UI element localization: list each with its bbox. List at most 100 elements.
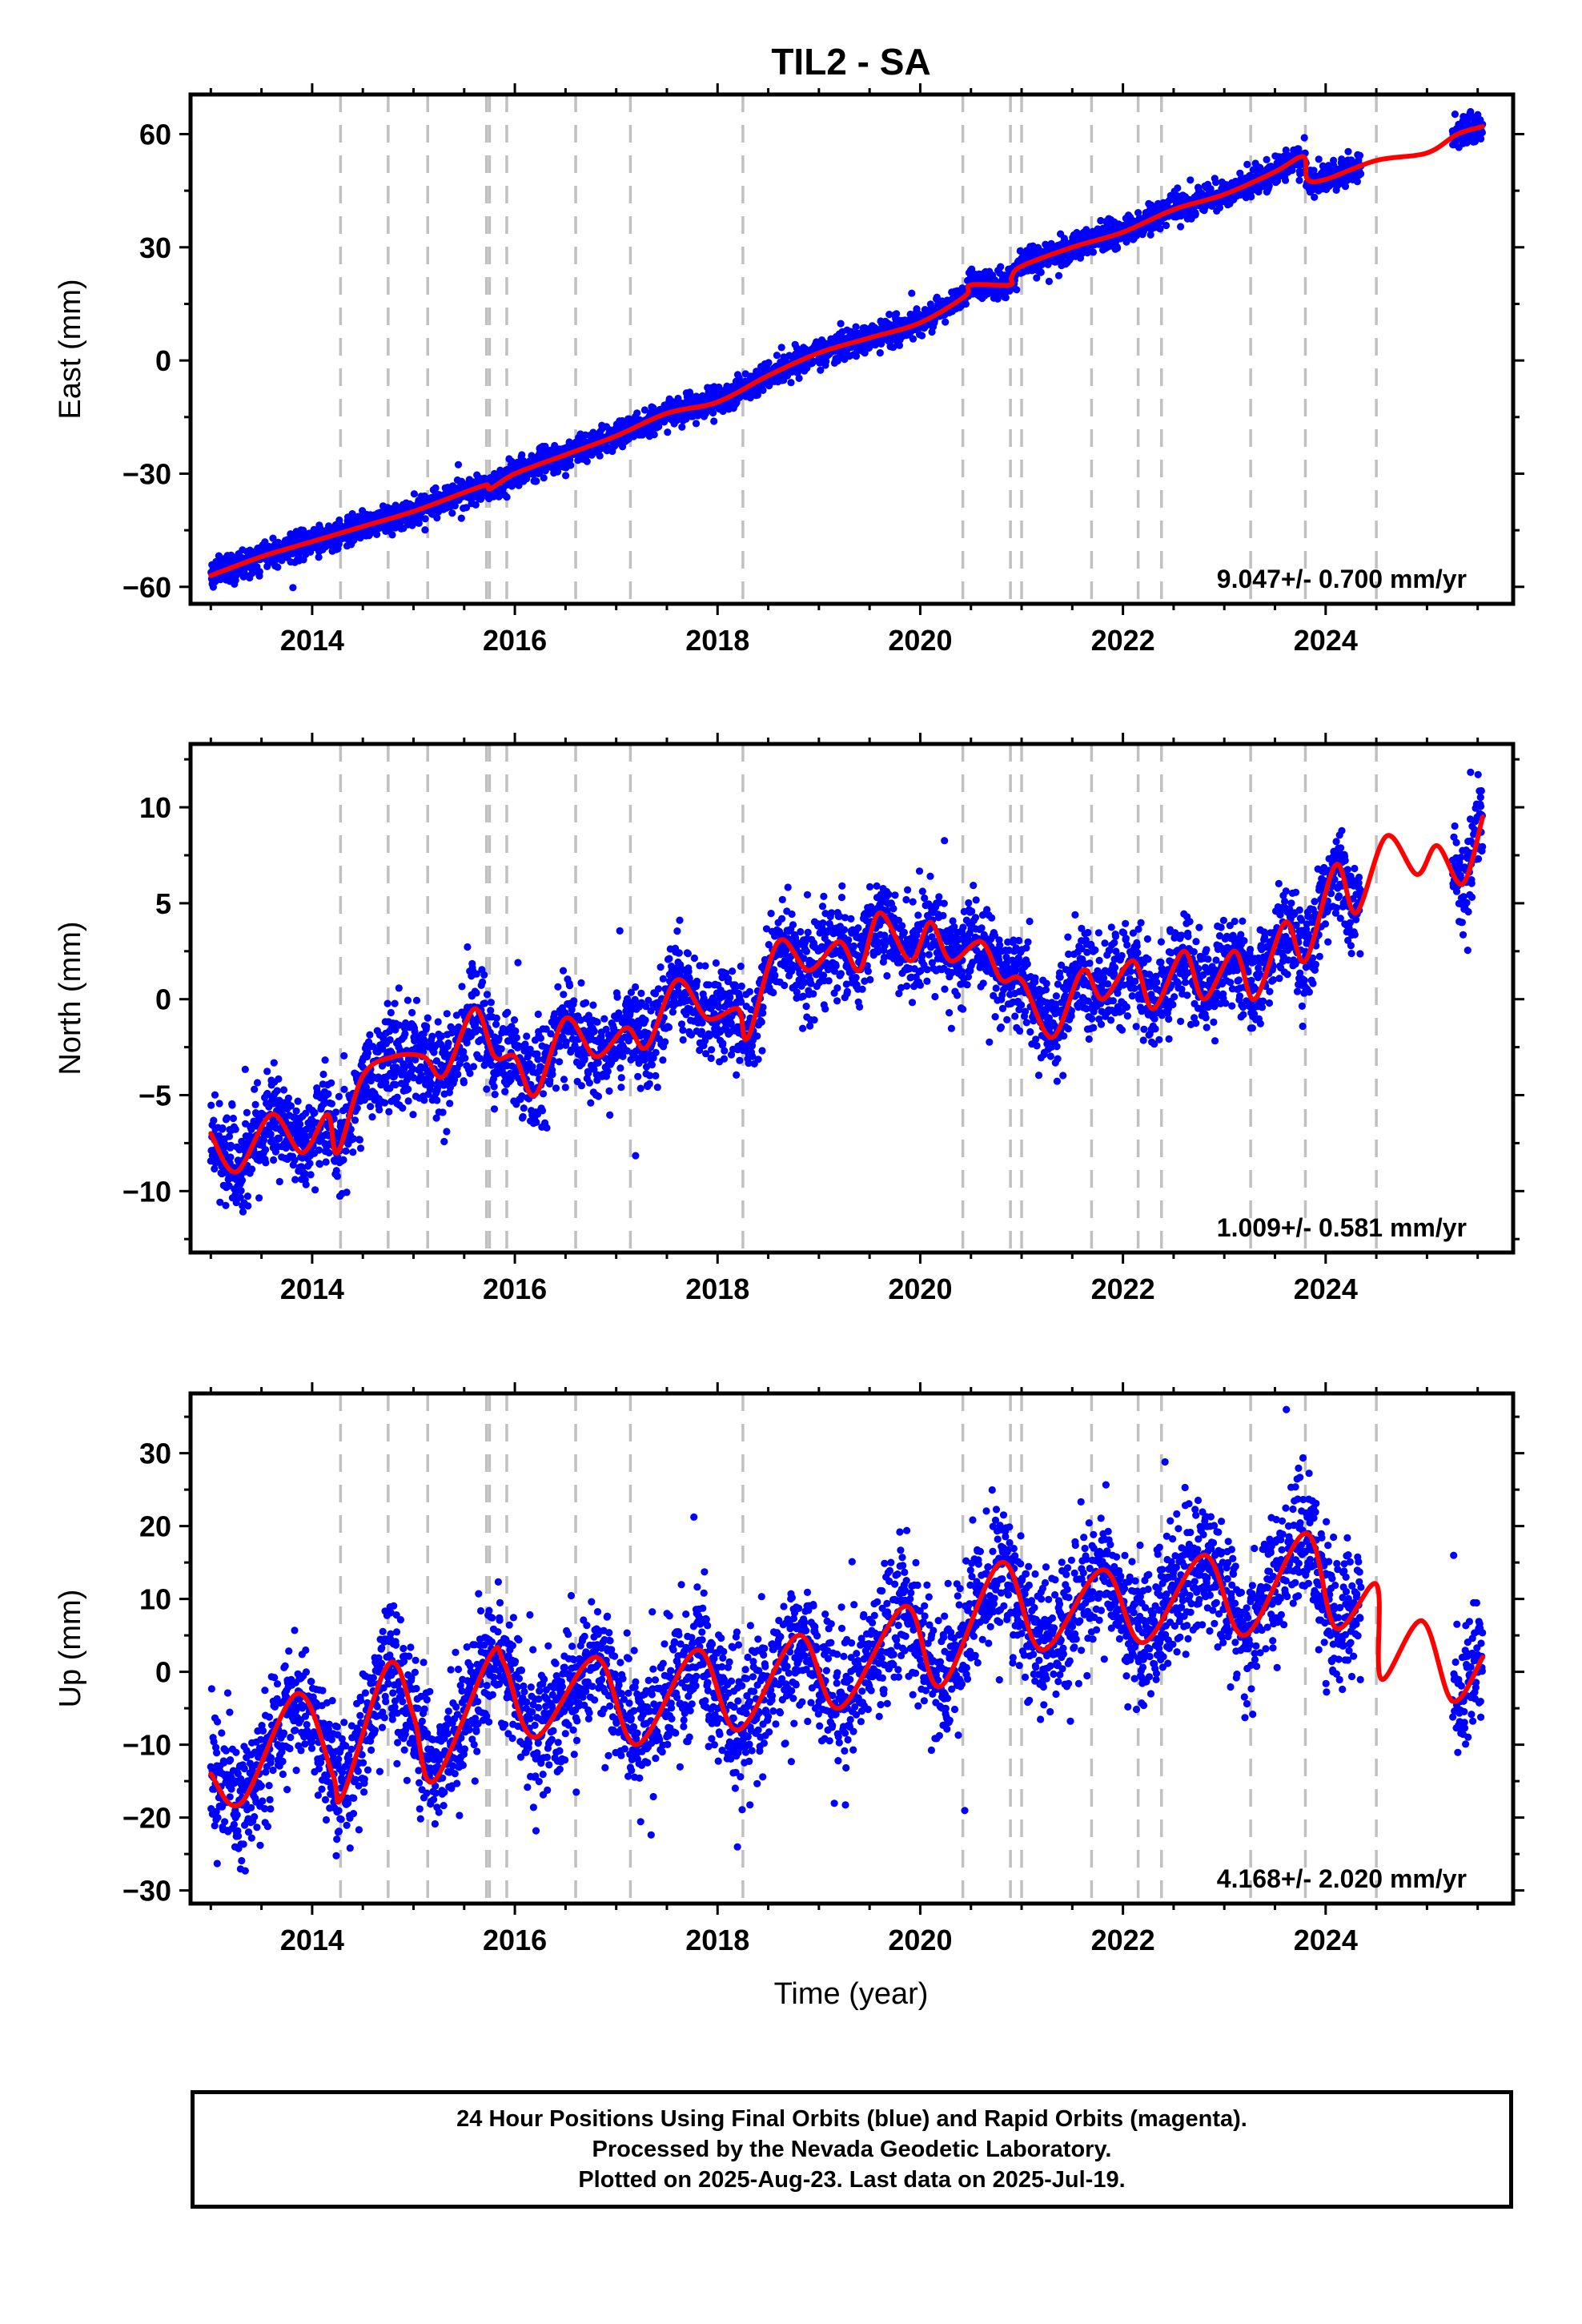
data-point: [443, 1010, 451, 1018]
data-point: [385, 1108, 393, 1116]
data-point: [434, 1018, 442, 1026]
data-point: [325, 1148, 333, 1157]
data-point: [1315, 155, 1323, 163]
y-tick-label: 0: [155, 344, 171, 377]
data-point: [251, 1100, 259, 1108]
data-point: [523, 1032, 531, 1040]
data-point: [1282, 146, 1290, 155]
data-point: [440, 1137, 448, 1146]
data-point: [332, 1167, 340, 1175]
data-point: [1013, 286, 1021, 294]
data-point: [795, 374, 803, 382]
data-point: [1477, 135, 1485, 143]
data-point: [1451, 111, 1459, 119]
data-point: [490, 1105, 499, 1113]
data-point: [401, 1030, 409, 1038]
data-point: [1353, 178, 1361, 186]
data-point: [319, 1070, 327, 1079]
data-point: [454, 460, 463, 468]
data-point: [387, 1008, 395, 1017]
data-point: [421, 526, 429, 534]
y-axis-label-east: East (mm): [54, 279, 87, 419]
data-point: [219, 1124, 227, 1132]
data-point: [583, 457, 591, 465]
data-point: [284, 1094, 292, 1102]
data-point: [269, 534, 277, 542]
data-point: [709, 408, 717, 417]
data-point: [368, 1113, 376, 1121]
data-point: [1243, 160, 1251, 168]
data-point: [225, 1182, 233, 1190]
data-point: [279, 1086, 288, 1094]
data-point: [490, 1083, 498, 1091]
data-point: [1156, 225, 1164, 233]
data-point: [567, 461, 575, 469]
data-point: [469, 1063, 478, 1071]
data-point: [227, 1142, 235, 1150]
data-point: [259, 1136, 268, 1144]
data-point: [210, 1116, 218, 1124]
data-point: [1114, 244, 1122, 252]
data-point: [552, 1084, 560, 1092]
x-tick-label: 2020: [888, 624, 952, 657]
data-point: [366, 1031, 374, 1039]
data-point: [562, 472, 570, 480]
data-point: [349, 1148, 357, 1156]
data-point: [343, 1188, 351, 1196]
y-tick-label: 30: [139, 231, 171, 264]
data-point: [1033, 274, 1041, 282]
data-point: [519, 1112, 527, 1121]
data-point: [512, 1034, 520, 1042]
data-point: [311, 1186, 319, 1194]
data-point: [433, 514, 441, 522]
x-tick-label: 2014: [280, 624, 344, 657]
data-point: [543, 1124, 551, 1132]
data-point: [1037, 268, 1045, 276]
data-point: [391, 999, 399, 1007]
data-point: [497, 1045, 505, 1053]
data-point: [1002, 294, 1010, 302]
data-point: [491, 1091, 499, 1099]
data-point: [324, 1090, 332, 1098]
data-point: [1295, 176, 1303, 184]
data-point: [538, 1107, 547, 1115]
data-point: [536, 1034, 545, 1042]
data-point: [229, 1114, 237, 1123]
data-point: [315, 1146, 323, 1154]
data-point: [275, 1177, 283, 1186]
data-point: [222, 1201, 230, 1209]
y-tick-label: −30: [122, 457, 171, 490]
data-point: [423, 1023, 431, 1031]
data-point: [412, 996, 421, 1004]
data-point: [321, 1056, 329, 1064]
data-point: [322, 543, 330, 551]
data-point: [633, 409, 641, 417]
data-point: [340, 1085, 348, 1093]
data-point: [373, 530, 381, 539]
data-point: [255, 1156, 263, 1164]
data-point: [504, 1008, 512, 1016]
rate-label-east: 9.047+/- 0.700 mm/yr: [1217, 565, 1467, 593]
data-point: [294, 1097, 302, 1105]
data-point: [292, 1107, 300, 1115]
data-point: [291, 1156, 299, 1164]
data-point: [962, 300, 970, 308]
data-point: [253, 1079, 262, 1087]
data-point: [1310, 167, 1318, 175]
data-point: [315, 553, 323, 561]
data-point: [514, 959, 522, 967]
data-point: [302, 1109, 310, 1117]
data-point: [460, 1047, 468, 1055]
data-point: [596, 452, 604, 460]
data-point: [446, 1100, 454, 1108]
data-point: [267, 1124, 275, 1132]
data-point: [852, 323, 860, 331]
data-point: [384, 1059, 392, 1067]
data-point: [255, 1194, 263, 1202]
y-tick-label: −60: [122, 571, 171, 604]
data-point: [895, 341, 904, 349]
data-point: [342, 1147, 350, 1155]
data-point: [383, 999, 391, 1007]
data-point: [211, 1164, 219, 1173]
data-point: [301, 1169, 309, 1178]
